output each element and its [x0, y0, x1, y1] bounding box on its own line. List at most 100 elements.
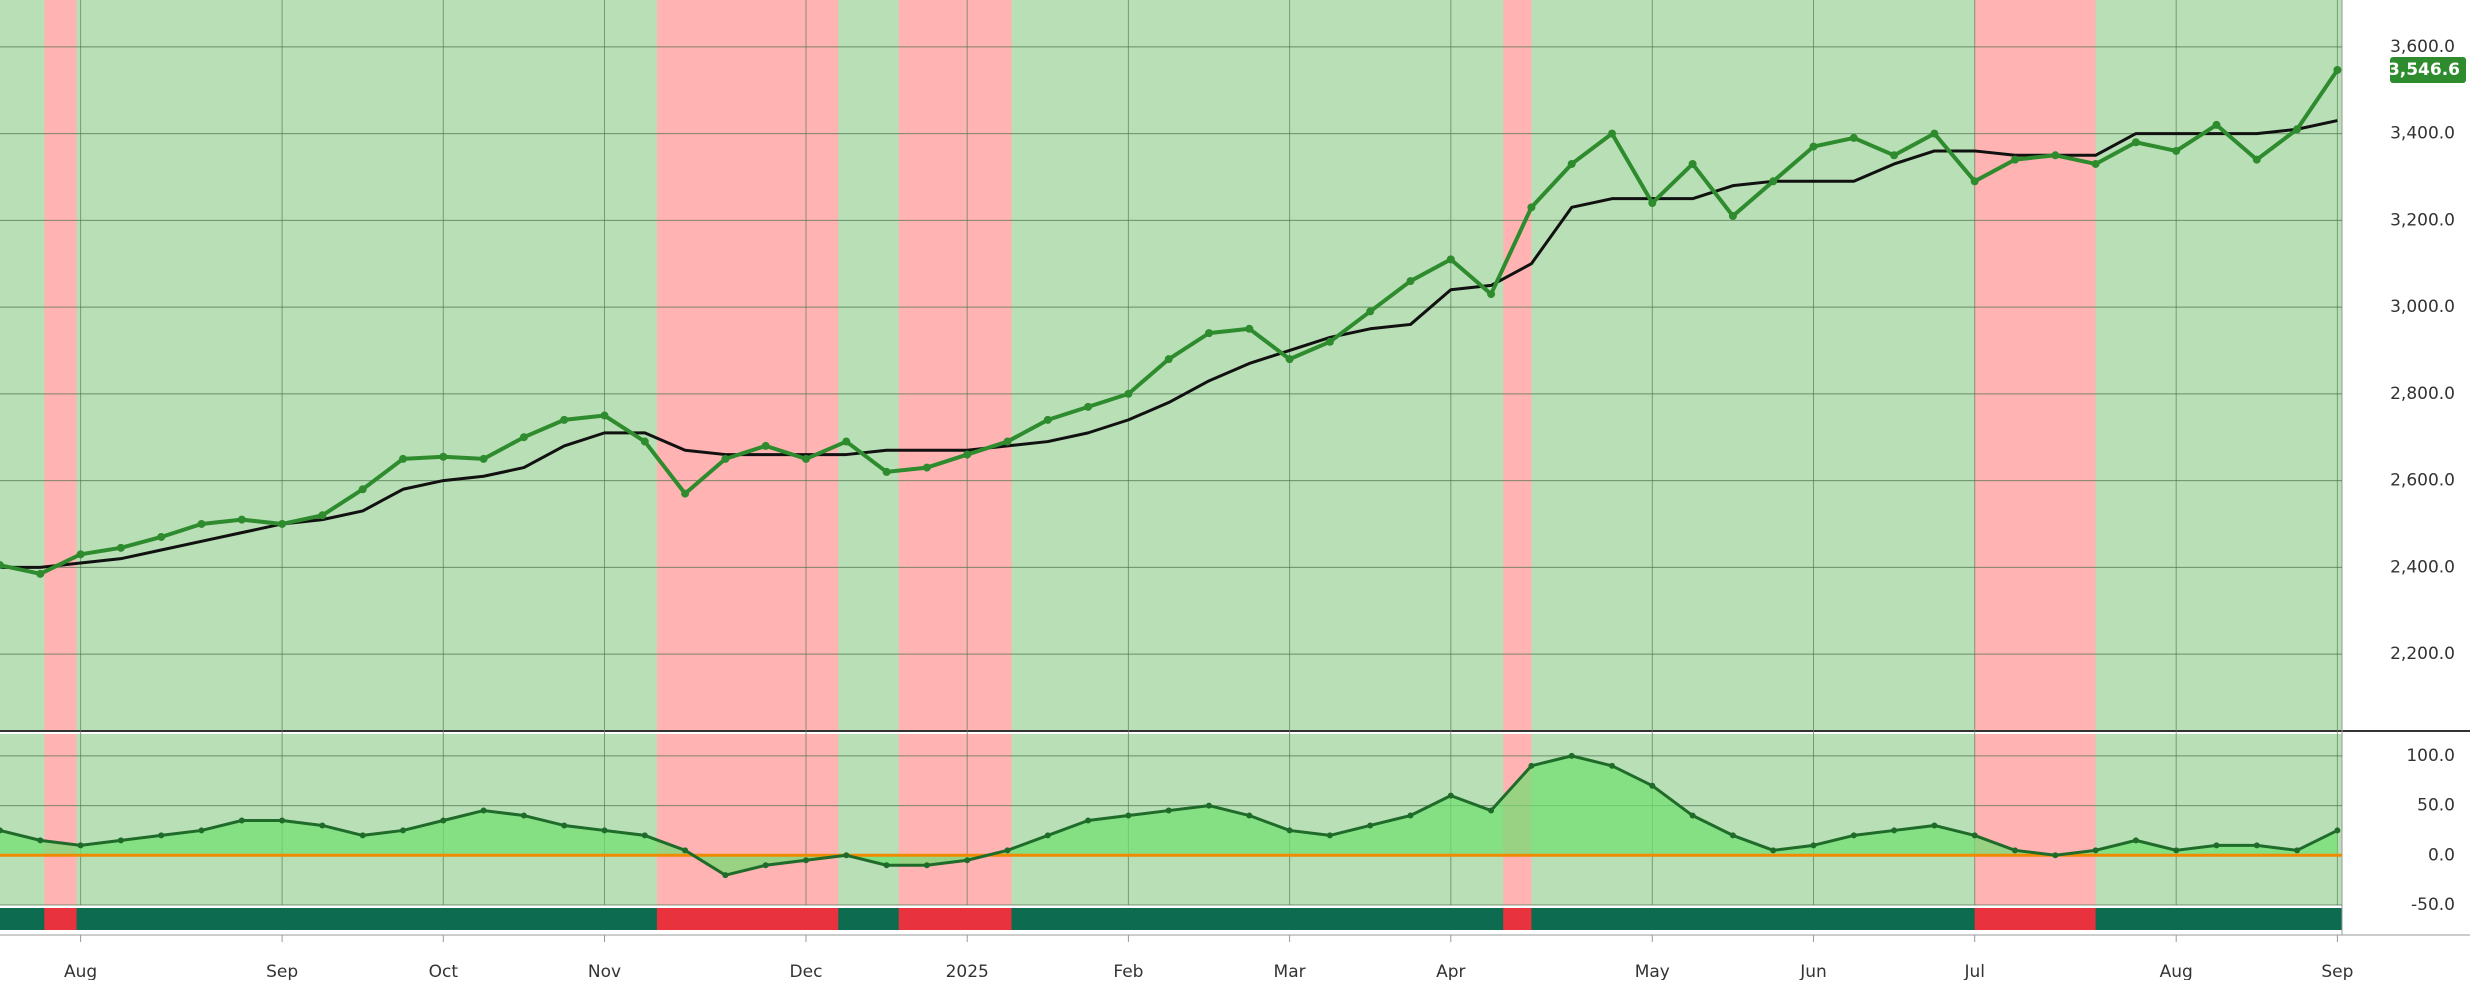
x-tick-label: Sep: [266, 962, 298, 980]
oscillator-point: [1286, 827, 1293, 834]
price-point: [1084, 402, 1093, 411]
price-point: [1164, 355, 1173, 364]
price-point: [1849, 133, 1858, 142]
price-point: [1527, 203, 1536, 212]
price-point: [1366, 307, 1375, 316]
signal-strip: [0, 908, 2342, 930]
price-point: [1325, 337, 1334, 346]
shaded-range: [1503, 908, 1532, 930]
price-point: [1769, 177, 1778, 186]
price-label: 3,546.6: [2388, 60, 2460, 80]
oscillator-point: [1165, 807, 1172, 814]
price-point: [1809, 142, 1818, 151]
oscillator-point: [1206, 802, 1212, 809]
oscillator-point: [158, 832, 165, 839]
shaded-range: [1974, 734, 2096, 905]
oscillator-point: [117, 837, 124, 844]
y-tick-label: 3,600.0: [2390, 37, 2455, 57]
price-point: [318, 511, 327, 520]
price-point: [761, 441, 770, 450]
price-point: [1003, 437, 1012, 446]
price-point: [2293, 125, 2302, 134]
price-point: [640, 437, 649, 446]
price-point: [1930, 129, 1939, 138]
price-point: [1406, 277, 1415, 286]
oscillator-point: [37, 837, 44, 844]
oscillator-point: [238, 817, 245, 824]
price-point: [278, 519, 287, 528]
oscillator-point: [1528, 762, 1535, 769]
price-point: [1446, 255, 1455, 264]
shaded-range: [44, 734, 77, 905]
oscillator-point: [1649, 782, 1656, 789]
price-label-box: [2390, 57, 2466, 84]
oscillator-point: [1004, 847, 1011, 854]
oscillator-point: [762, 862, 769, 869]
price-point: [358, 485, 367, 494]
price-point: [1567, 159, 1576, 168]
oscillator-point: [1044, 832, 1051, 839]
price-point: [116, 543, 125, 552]
price-point: [2172, 146, 2181, 155]
oscillator-point: [1770, 847, 1777, 854]
oscillator-point: [682, 847, 689, 854]
x-tick-label: Sep: [2321, 962, 2353, 980]
price-point: [1487, 290, 1496, 299]
oscillator-point: [1931, 822, 1938, 829]
oscillator-point: [1850, 832, 1857, 839]
y-tick-label: 3,400.0: [2390, 124, 2455, 144]
oscillator-point: [1085, 817, 1092, 824]
price-point: [519, 433, 528, 442]
x-tick-label: Jul: [1963, 962, 1985, 980]
x-tick-label: 2025: [946, 962, 989, 980]
oscillator-point: [1125, 812, 1132, 819]
x-tick-label: Oct: [429, 962, 459, 980]
price-point: [802, 454, 810, 463]
shaded-range: [898, 0, 1012, 730]
oscillator-point: [2052, 852, 2059, 859]
shaded-range: [656, 734, 839, 905]
oscillator-point: [1326, 832, 1333, 839]
oscillator-point: [480, 807, 487, 814]
price-point: [2252, 155, 2261, 164]
oscillator-point: [2334, 827, 2341, 834]
shaded-range: [1974, 908, 2096, 930]
x-tick-label: Aug: [64, 962, 97, 980]
price-point: [1608, 129, 1616, 138]
oscillator-point: [520, 812, 527, 819]
oscillator-point: [722, 872, 729, 879]
oscillator-point: [198, 827, 205, 834]
oscillator-point: [2253, 842, 2260, 849]
oscillator-point: [2213, 842, 2220, 849]
y-tick-label: 100.0: [2406, 746, 2455, 766]
y-tick-label: 2,400.0: [2390, 557, 2455, 577]
price-point: [1285, 355, 1294, 364]
price-point: [842, 437, 851, 446]
oscillator-point: [2294, 847, 2301, 854]
x-tick-label: Dec: [790, 962, 823, 980]
oscillator-point: [883, 862, 890, 869]
shaded-range: [44, 0, 77, 730]
y-tick-label: 2,200.0: [2390, 644, 2455, 664]
oscillator-point: [1689, 812, 1696, 819]
shaded-range: [898, 734, 1012, 905]
price-point: [1648, 198, 1657, 207]
x-tick-label: May: [1635, 962, 1670, 980]
price-point: [560, 415, 569, 424]
oscillator-point: [601, 827, 608, 834]
x-tick-label: Nov: [588, 962, 621, 980]
price-point: [1688, 159, 1697, 168]
x-tick-label: Aug: [2160, 962, 2193, 980]
shaded-range: [1503, 0, 1532, 730]
price-point: [76, 550, 85, 559]
oscillator-point: [1488, 807, 1495, 814]
oscillator-point: [2132, 837, 2139, 844]
price-point: [2212, 120, 2221, 129]
oscillator-point: [843, 852, 850, 859]
shaded-range: [898, 908, 1012, 930]
price-point: [237, 515, 246, 524]
oscillator-point: [0, 827, 3, 834]
oscillator-point: [1729, 832, 1736, 839]
price-point: [600, 411, 609, 420]
